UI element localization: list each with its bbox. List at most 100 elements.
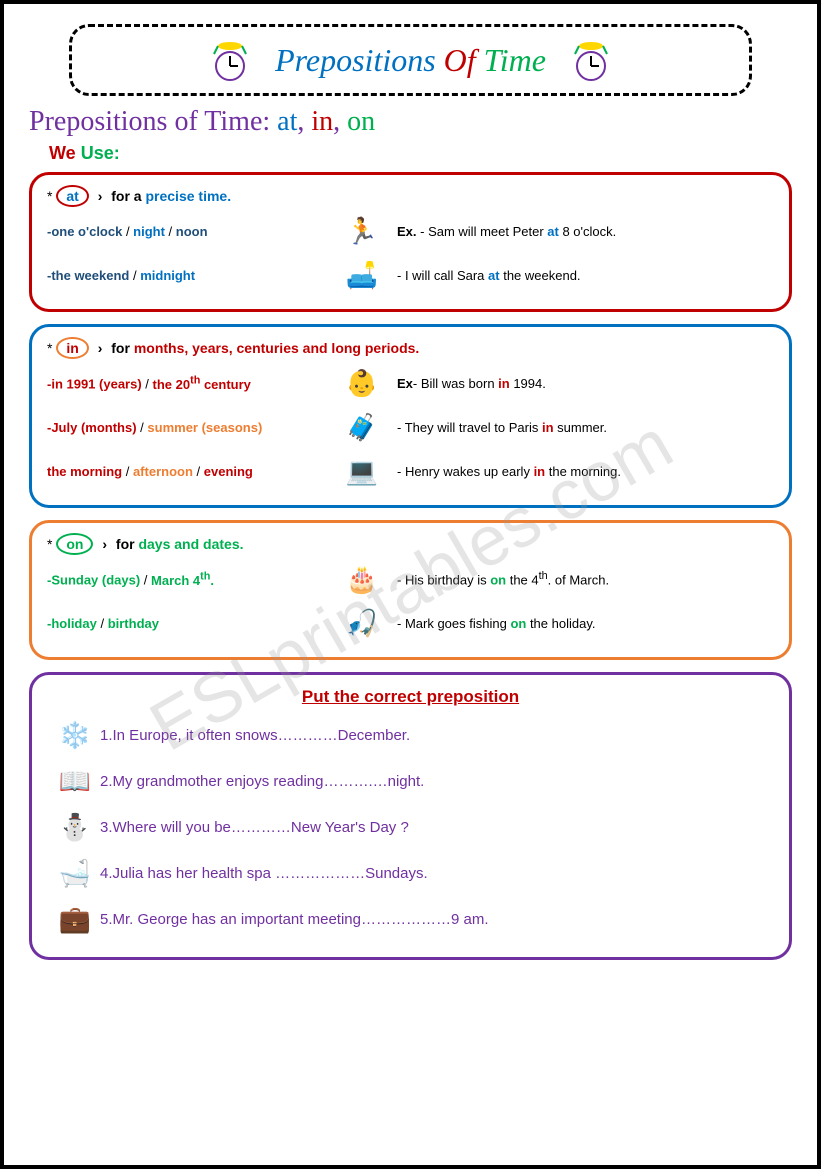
exercise-item-1: ❄️ 1.In Europe, it often snows…………Decemb… [50, 715, 771, 755]
subtitle-in: in [311, 106, 333, 137]
in-row1-sup: th [190, 374, 200, 386]
on-row1-d: . [210, 573, 214, 588]
subtitle-at: at [277, 106, 297, 137]
at-row2-a: -the weekend [47, 268, 129, 283]
at-row1-exend: 8 o'clock. [559, 224, 616, 239]
header-word2: Of [444, 42, 476, 78]
header-title: Prepositions Of Time [275, 42, 546, 79]
in-row1-right: Ex- Bill was born in 1994. [397, 376, 774, 391]
at-row2: -the weekend / midnight 🛋️ - I will call… [47, 255, 774, 295]
arrow-icon: › [98, 340, 103, 356]
exercise-item-2: 📖 2.My grandmother enjoys reading……….…ni… [50, 761, 771, 801]
exercise-item-5: 💼 5.Mr. George has an important meeting…… [50, 899, 771, 939]
header-word3: Time [484, 42, 546, 78]
exercise-item-4: 🛁 4.Julia has her health spa ………………Sunda… [50, 853, 771, 893]
subtitle: Prepositions of Time: at, in, on [29, 106, 792, 138]
on-row1-right: - His birthday is on the 4th. of March. [397, 570, 774, 587]
on-usage-for: for [116, 536, 139, 552]
at-row2-exend: the weekend. [500, 268, 581, 283]
at-row1-c: night [133, 224, 165, 239]
in-row1-c: the 20 [153, 377, 191, 392]
exercise-box: Put the correct preposition ❄️ 1.In Euro… [29, 672, 792, 960]
on-row2-ex: - Mark goes fishing [397, 616, 510, 631]
on-row1-left: -Sunday (days) / March 4th. [47, 570, 327, 587]
clock-right-icon [566, 35, 616, 85]
on-row1-sup: th [200, 570, 210, 582]
in-row2: -July (months) / summer (seasons) 🧳 - Th… [47, 407, 774, 447]
on-row2: -holiday / birthday 🎣 - Mark goes fishin… [47, 603, 774, 643]
in-row1-exlabel: Ex [397, 376, 413, 391]
in-row1-ex: - Bill was born [413, 376, 498, 391]
at-badge: at [56, 185, 88, 207]
in-row2-a: -July (months) [47, 420, 137, 435]
in-row3-exend: the morning. [545, 464, 621, 479]
exercise-text-5: 5.Mr. George has an important meeting………… [100, 911, 488, 928]
at-usage-for: for a [111, 188, 145, 204]
at-row1-e: noon [176, 224, 208, 239]
on-row1-prep: on [490, 573, 506, 588]
on-usage-line: * on › for days and dates. [47, 533, 774, 555]
arrow-icon: › [102, 536, 107, 552]
snow-icon: ❄️ [50, 715, 100, 755]
snowman-icon: ⛄ [50, 807, 100, 847]
in-row1-left: -in 1991 (years) / the 20th century [47, 374, 327, 391]
at-row1-left: -one o'clock / night / noon [47, 224, 327, 239]
on-badge: on [56, 533, 93, 555]
fishing-icon: 🎣 [327, 603, 397, 643]
in-row2-exend: summer. [554, 420, 607, 435]
in-usage-line: * in › for months, years, centuries and … [47, 337, 774, 359]
in-usage-for: for [111, 340, 134, 356]
in-row1-b: / [142, 377, 153, 392]
at-section: * at › for a precise time. -one o'clock … [29, 172, 792, 312]
in-row3: the morning / afternoon / evening 💻 - He… [47, 451, 774, 491]
running-man-icon: 🏃 [327, 211, 397, 251]
on-row1-exend-b: . of March. [548, 573, 609, 588]
in-row3-right: - Henry wakes up early in the morning. [397, 464, 774, 479]
on-row2-prep: on [510, 616, 526, 631]
subtitle-comma1: , [297, 106, 311, 137]
in-row3-c: afternoon [133, 464, 193, 479]
in-row3-prep: in [534, 464, 546, 479]
exercise-text-4: 4.Julia has her health spa ………………Sundays… [100, 865, 428, 882]
at-row1: -one o'clock / night / noon 🏃 Ex. - Sam … [47, 211, 774, 251]
on-row1: -Sunday (days) / March 4th. 🎂 - His birt… [47, 559, 774, 599]
on-row1-exend-a: the 4 [506, 573, 539, 588]
reading-icon: 📖 [50, 761, 100, 801]
in-row3-e: evening [204, 464, 253, 479]
in-row1-d: century [200, 377, 251, 392]
we-use-label: We Use: [49, 143, 792, 164]
exercise-item-3: ⛄ 3.Where will you be…………New Year's Day … [50, 807, 771, 847]
in-row2-b: / [137, 420, 148, 435]
at-row1-d: / [165, 224, 176, 239]
in-row1-prep: in [498, 376, 510, 391]
at-row1-right: Ex. - Sam will meet Peter at 8 o'clock. [397, 224, 774, 239]
in-usage-highlight: months, years, centuries and long period… [134, 340, 420, 356]
header-word1: Prepositions [275, 42, 436, 78]
on-row2-c: birthday [108, 616, 159, 631]
in-row2-prep: in [542, 420, 554, 435]
baby-icon: 👶 [327, 363, 397, 403]
at-row1-a: -one o'clock [47, 224, 122, 239]
we-use-use: Use: [81, 143, 120, 163]
page-container: ESLprintables.com Prepositions Of Time [0, 0, 821, 1169]
on-row2-b: / [97, 616, 108, 631]
exercise-text-2: 2.My grandmother enjoys reading……….…nigh… [100, 773, 424, 790]
travelers-icon: 🧳 [327, 407, 397, 447]
header-box: Prepositions Of Time [69, 24, 752, 96]
on-row1-a: -Sunday (days) [47, 573, 140, 588]
exercise-text-3: 3.Where will you be…………New Year's Day ? [100, 819, 409, 836]
spa-icon: 🛁 [50, 853, 100, 893]
arrow-icon: › [98, 188, 103, 204]
in-row2-right: - They will travel to Paris in summer. [397, 420, 774, 435]
at-row1-b: / [122, 224, 133, 239]
on-section: * on › for days and dates. -Sunday (days… [29, 520, 792, 660]
at-usage-line: * at › for a precise time. [47, 185, 774, 207]
at-row2-b: / [129, 268, 140, 283]
in-row3-a: the morning [47, 464, 122, 479]
at-usage-highlight: precise time. [145, 188, 231, 204]
at-row2-left: -the weekend / midnight [47, 268, 327, 283]
birthday-cake-icon: 🎂 [327, 559, 397, 599]
on-row1-exsup: th [539, 570, 548, 582]
in-row1-exend: 1994. [510, 376, 546, 391]
on-row2-left: -holiday / birthday [47, 616, 327, 631]
